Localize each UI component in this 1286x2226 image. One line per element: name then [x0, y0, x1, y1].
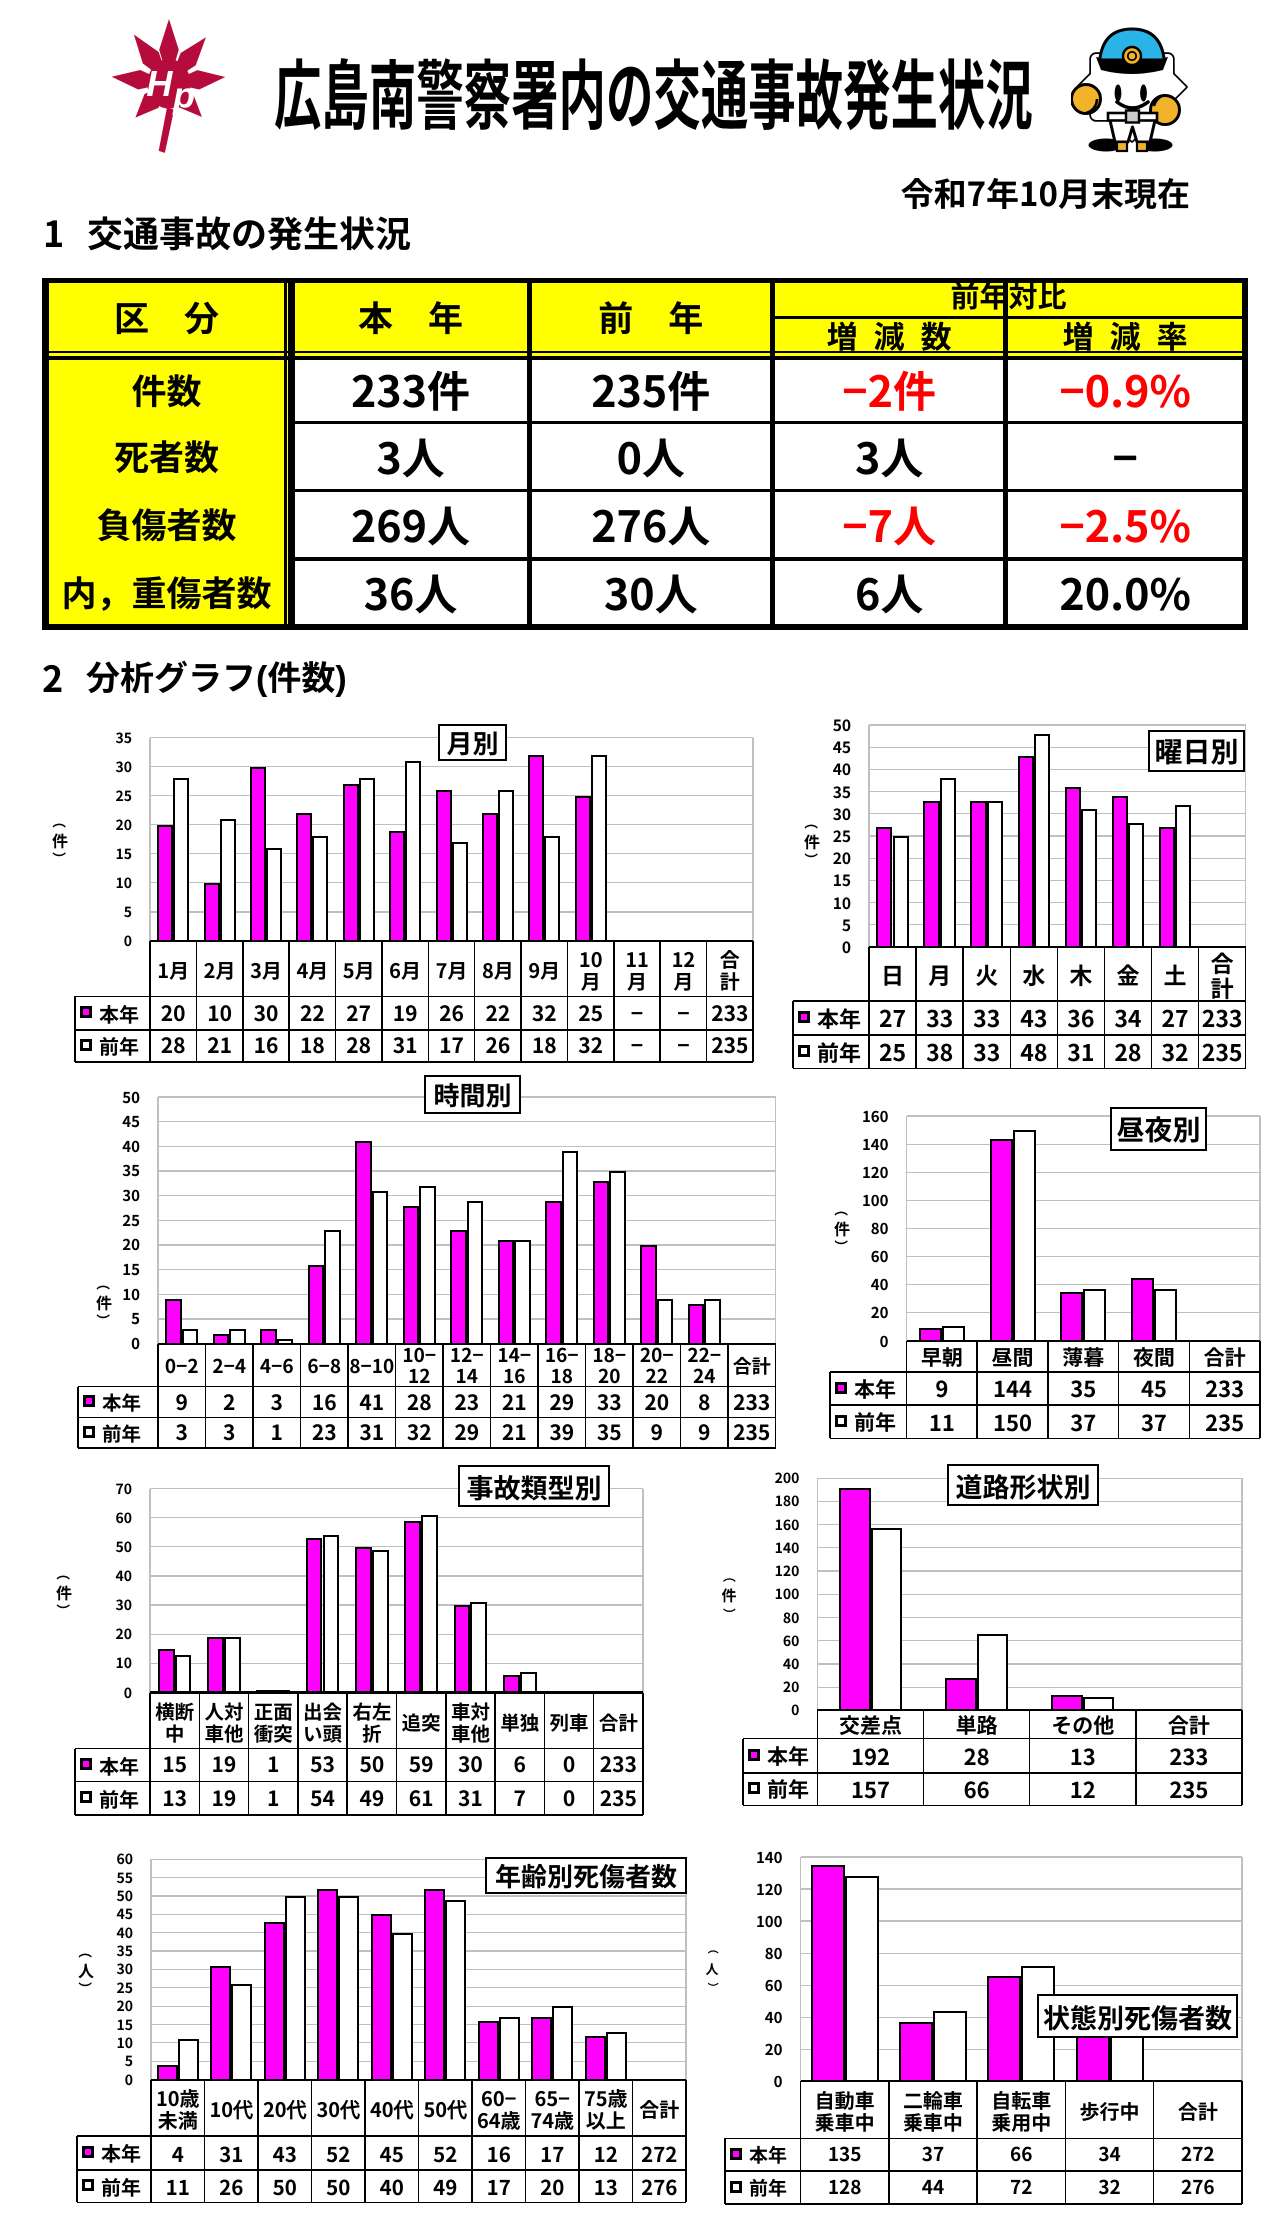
svg-text:p: p [172, 75, 195, 116]
svg-text:H: H [146, 63, 173, 104]
